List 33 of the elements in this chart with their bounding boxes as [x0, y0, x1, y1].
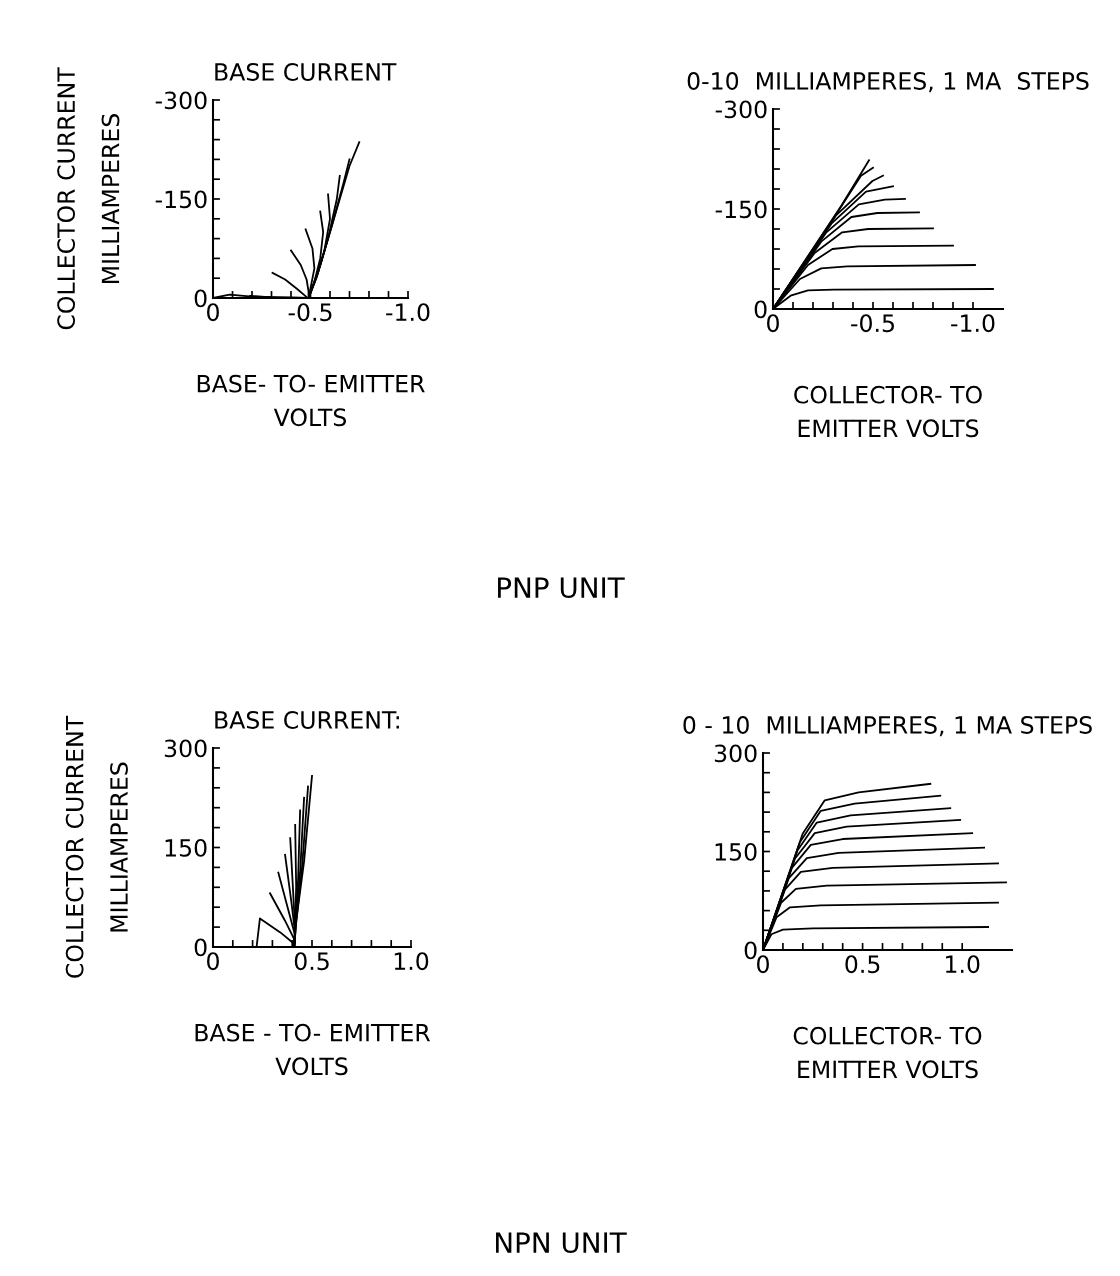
x-tick-label: -0.5	[288, 303, 332, 322]
x-axis-title: COLLECTOR- TO EMITTER VOLTS	[794, 385, 982, 438]
x-tick-label: 0.5	[845, 955, 880, 974]
y-tick-label: 300	[714, 744, 757, 763]
y-axis-title: COLLECTOR CURRENT MILLIAMPERES	[65, 715, 128, 978]
chart-title: BASE CURRENT	[215, 63, 397, 81]
y-tick-label: 300	[164, 739, 207, 758]
x-tick-label: -1.0	[951, 314, 995, 333]
chart-title: 0-10 MILLIAMPERES, 1 MA STEPS	[687, 72, 1089, 93]
chart-title: 0 - 10 MILLIAMPERES, 1 MA STEPS	[683, 716, 1092, 737]
text: NPN UNIT	[496, 1232, 627, 1254]
y-tick-label: -150	[155, 190, 207, 209]
text: PNP UNIT	[498, 577, 625, 599]
x-tick-label: -1.0	[386, 303, 430, 322]
x-tick-label: -0.5	[851, 314, 894, 333]
y-tick-label: -300	[715, 100, 767, 119]
y-tick-label: 150	[165, 838, 207, 857]
x-tick-label: 1.0	[946, 955, 980, 974]
chart-title: BASE CURRENT:	[215, 711, 399, 729]
y-tick-label: 150	[715, 842, 757, 861]
x-axis-title: BASE - TO- EMITTER VOLTS	[195, 1023, 431, 1076]
x-axis-title: COLLECTOR- TO EMITTER VOLTS	[793, 1026, 982, 1079]
y-axis-title: COLLECTOR CURRENT MILLIAMPERES	[57, 67, 120, 330]
y-tick-label: 0	[194, 289, 207, 308]
x-axis-title: BASE- TO- EMITTER VOLTS	[197, 374, 425, 427]
x-tick-label: 0	[767, 314, 779, 333]
y-tick-label: 0	[194, 938, 207, 957]
y-tick-label: -150	[715, 200, 767, 219]
y-tick-label: -300	[155, 91, 207, 110]
x-tick-label: 0	[207, 952, 219, 971]
x-tick-label: 0.5	[294, 952, 329, 971]
x-tick-label: 0	[207, 303, 219, 322]
x-tick-label: 1.0	[394, 952, 429, 971]
